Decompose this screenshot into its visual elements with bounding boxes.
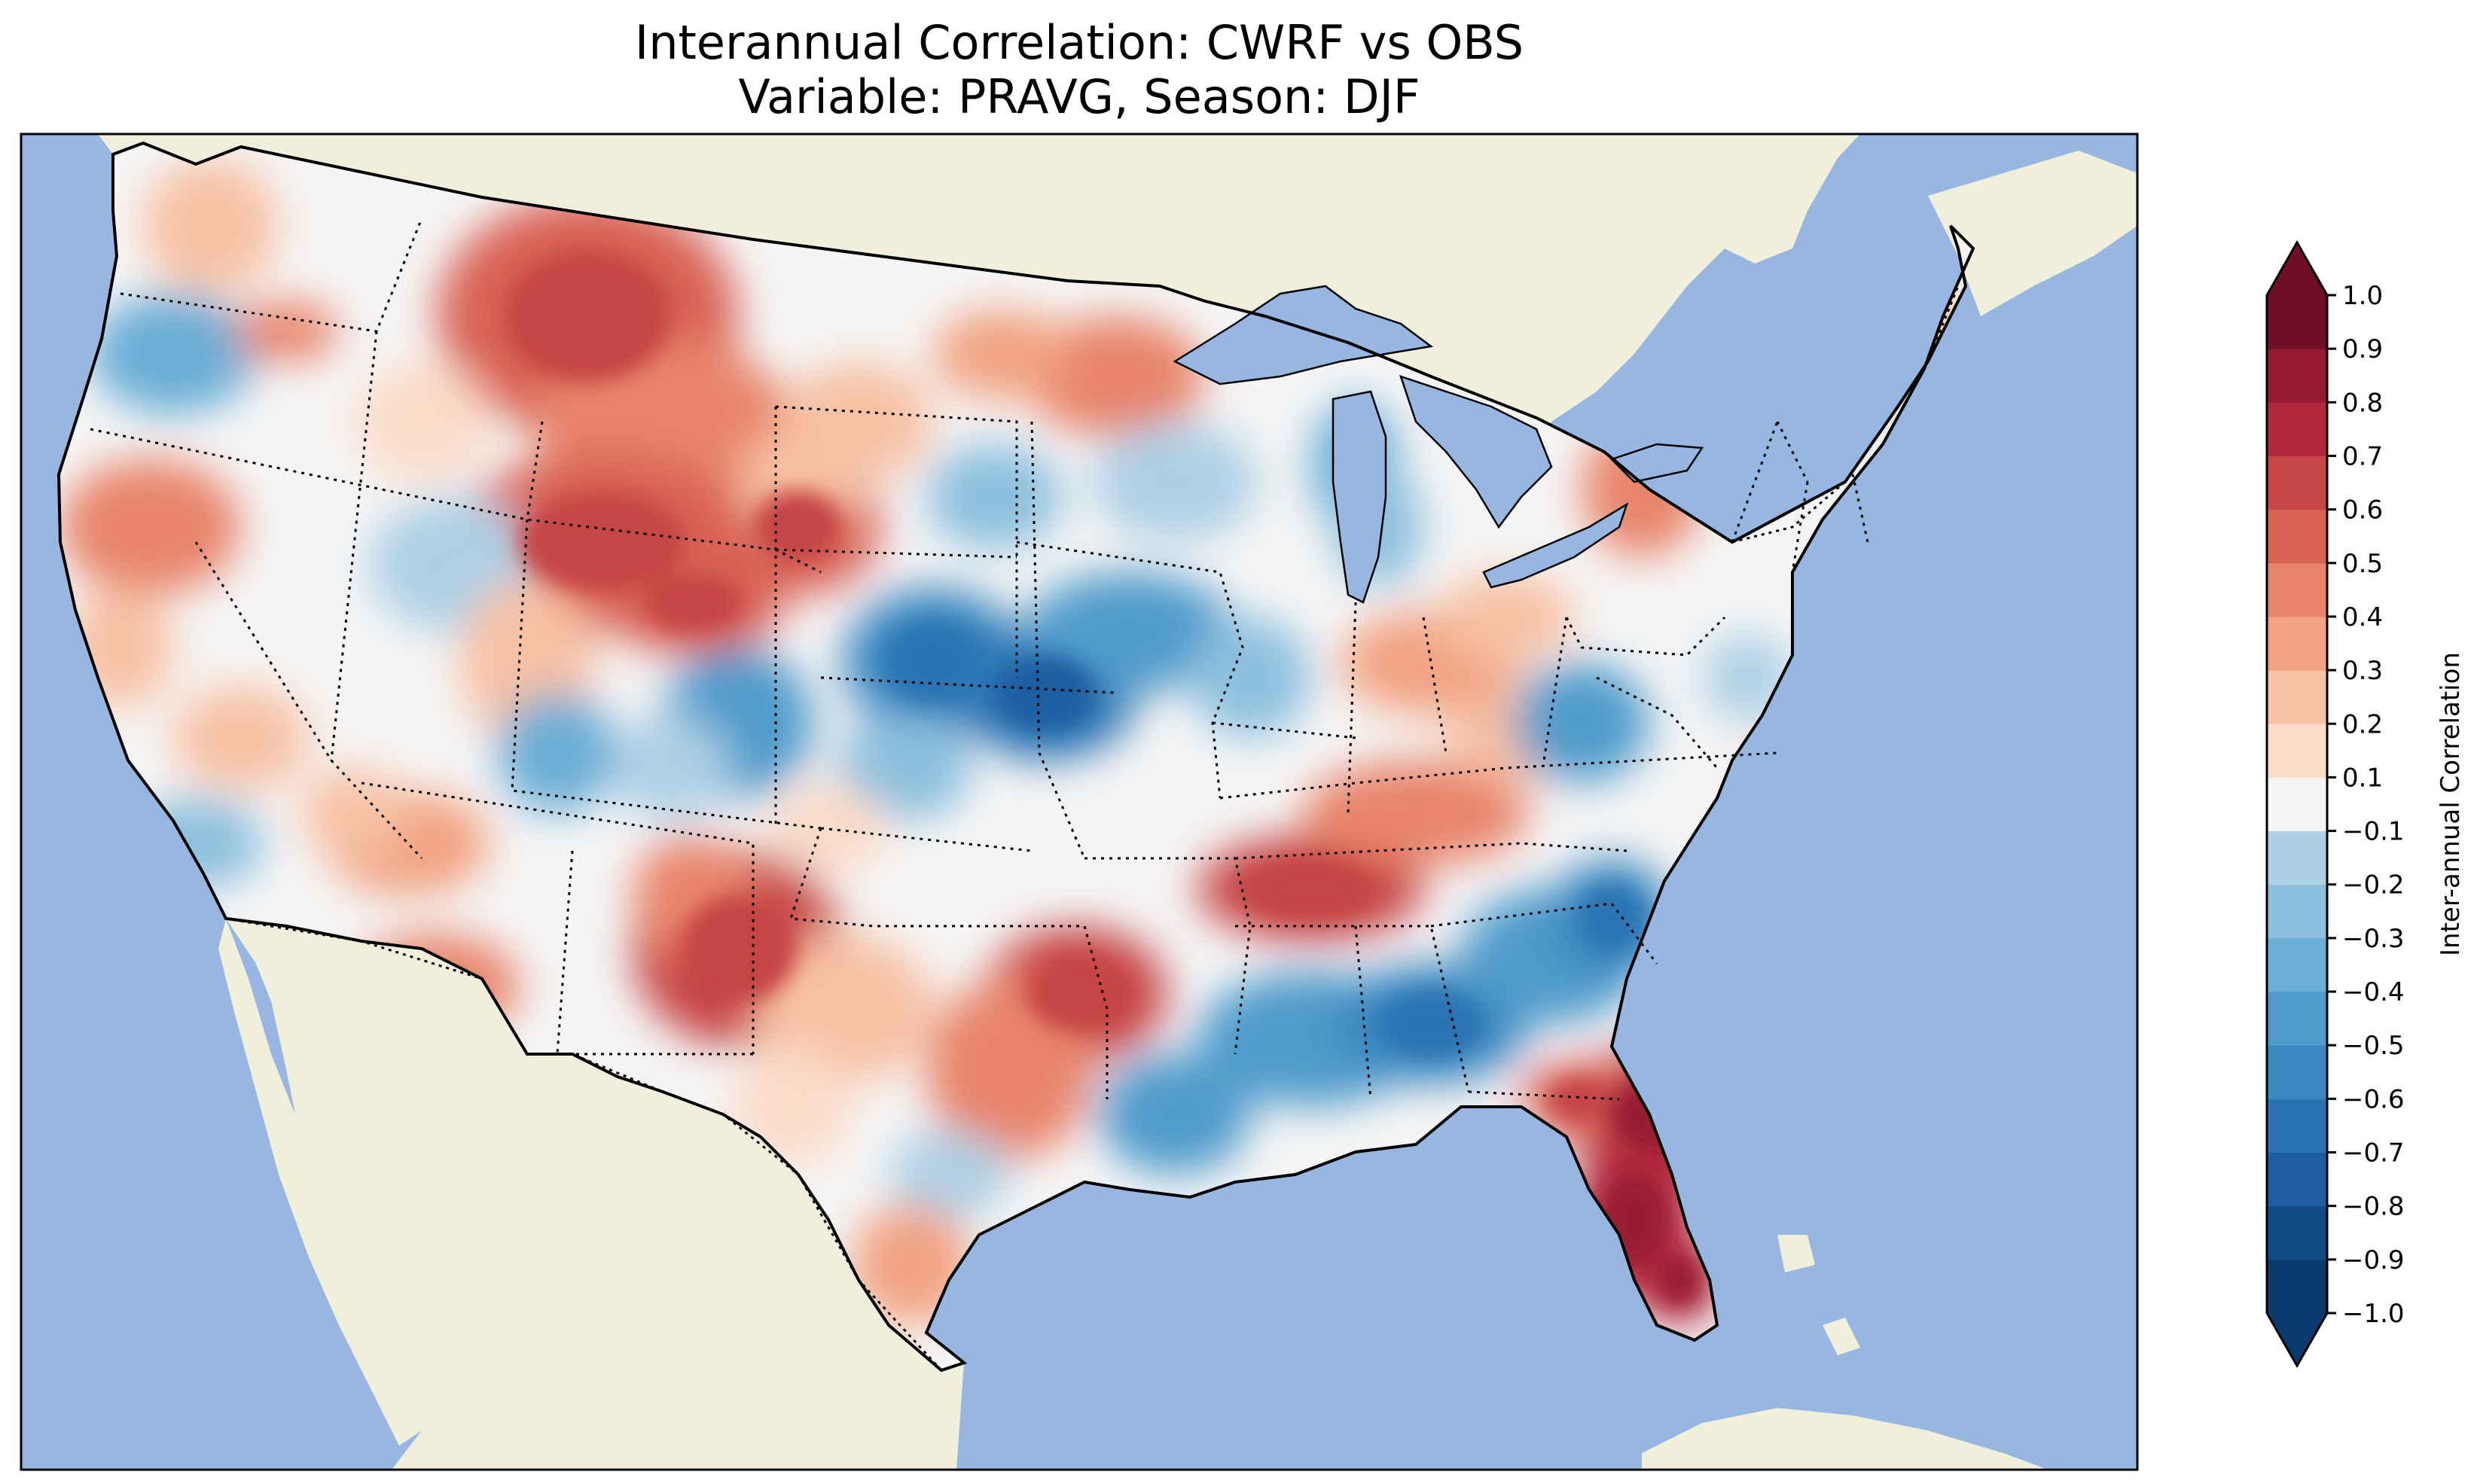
correlation-core <box>1579 885 1645 952</box>
colorbar-swatch <box>2267 349 2327 403</box>
canada-maritimes <box>1928 151 2137 316</box>
correlation-core <box>643 573 743 632</box>
correlation-blob <box>173 685 309 791</box>
correlation-blob <box>1100 1054 1250 1175</box>
correlation-core <box>680 894 796 1003</box>
colorbar-swatch <box>2267 562 2327 617</box>
correlation-blob <box>1514 663 1649 783</box>
correlation-core <box>1548 1078 1615 1120</box>
correlation-blob <box>1303 760 1529 866</box>
colorbar-swatch <box>2267 884 2327 939</box>
colorbar-swatch <box>2267 402 2327 456</box>
colorbar-tick-label: −0.5 <box>2342 1031 2405 1061</box>
correlation-blob <box>354 361 490 482</box>
correlation-blob <box>143 158 279 294</box>
lake-michigan <box>1332 390 1387 604</box>
correlation-blob <box>889 1129 1009 1220</box>
lake-superior <box>1173 285 1434 385</box>
colorbar-tick-label: 0.5 <box>2342 549 2383 579</box>
colorbar-tick-label: 0.7 <box>2342 441 2383 471</box>
chart-title-line2: Variable: PRAVG, Season: DJF <box>738 69 1420 124</box>
canada-land <box>21 134 1860 467</box>
us-mexico-border <box>225 917 943 1372</box>
correlation-blob <box>1438 572 1574 663</box>
colorbar-label: Inter-annual Correlation <box>2436 652 2466 956</box>
correlation-blob <box>768 783 889 873</box>
map-frame <box>20 133 2139 1471</box>
correlation-blob <box>1024 572 1235 693</box>
correlation-blob <box>90 294 256 414</box>
correlation-core <box>1658 1255 1701 1305</box>
colorbar-swatch <box>2267 1099 2327 1153</box>
baja-california <box>218 919 422 1446</box>
colorbar-ticks: −1.0 −0.9 −0.8 −0.7 −0.6 −0.5 −0.4 −0.3 −0.2 −0.1… <box>2327 281 2405 1329</box>
lake-huron <box>1399 375 1553 529</box>
state-borders <box>90 218 1869 1101</box>
colorbar-tick-label: −0.2 <box>2342 870 2405 900</box>
lake-erie <box>1482 502 1629 589</box>
correlation-core <box>997 655 1097 730</box>
correlation-core <box>505 250 670 382</box>
cuba <box>1642 1408 2048 1470</box>
correlation-blob <box>926 444 1062 550</box>
correlation-blob <box>836 715 972 821</box>
colorbar-tick-label: 0.3 <box>2342 656 2383 686</box>
bahamas <box>1777 1235 1860 1355</box>
correlation-blob <box>1190 617 1310 738</box>
colorbar-swatch <box>2267 295 2327 349</box>
colorbar-swatch <box>2267 777 2327 832</box>
colorbar-tick-label: 1.0 <box>2342 281 2383 311</box>
colorbar-tick-label: −1.0 <box>2342 1299 2405 1329</box>
colorbar-tick-label: 0.2 <box>2342 709 2383 739</box>
colorbar-swatch <box>2267 670 2327 724</box>
colorbar-swatch <box>2267 724 2327 778</box>
colorbar-swatches <box>2267 295 2327 1314</box>
colorbar-tick-label: 0.6 <box>2342 495 2383 526</box>
colorbar-swatch <box>2267 456 2327 510</box>
colorbar-tick-label: −0.3 <box>2342 924 2405 954</box>
colorbar-swatch <box>2267 1152 2327 1207</box>
correlation-core <box>1027 956 1127 1031</box>
colorbar-swatch <box>2267 1259 2327 1314</box>
colorbar-tick-label: −0.6 <box>2342 1084 2405 1114</box>
colorbar-swatch <box>2267 1045 2327 1099</box>
colorbar-swatch <box>2267 830 2327 885</box>
colorbar-swatch <box>2267 616 2327 671</box>
correlation-blob <box>497 693 618 813</box>
colorbar-tick-label: 0.9 <box>2342 334 2383 364</box>
correlation-blob <box>610 715 731 821</box>
chart-title-line1: Interannual Correlation: CWRF vs OBS <box>634 15 1524 70</box>
correlation-blob <box>60 459 241 595</box>
correlation-blob <box>233 301 339 361</box>
correlation-blob <box>934 309 1069 399</box>
correlation-core <box>1377 991 1485 1057</box>
correlation-core <box>1248 859 1373 918</box>
colorbar-swatch <box>2267 937 2327 992</box>
great-lakes <box>1173 285 1704 604</box>
mexico-land <box>226 919 964 1470</box>
correlation-core <box>520 492 685 592</box>
correlation-core <box>884 621 984 704</box>
colorbar-swatch <box>2267 1205 2327 1260</box>
colorbar-tick-label: −0.8 <box>2342 1192 2405 1222</box>
colorbar-tick-label: 0.4 <box>2342 602 2383 632</box>
colorbar-tick-label: −0.4 <box>2342 977 2405 1007</box>
colorbar-tick-label: 0.8 <box>2342 388 2383 418</box>
correlation-blob <box>753 934 934 1084</box>
colorbar-swatch <box>2267 509 2327 564</box>
colorbar-swatch <box>2267 992 2327 1046</box>
colorbar-tick-label: −0.9 <box>2342 1245 2405 1275</box>
colorbar-tick-label: 0.1 <box>2342 763 2383 793</box>
colorbar-extend-min <box>2267 1313 2327 1366</box>
correlation-blob <box>1024 316 1205 437</box>
lake-ontario <box>1609 443 1704 483</box>
correlation-blob <box>301 768 407 858</box>
colorbar-tick-label: −0.7 <box>2342 1138 2405 1169</box>
colorbar-tick-label: −0.1 <box>2342 817 2405 847</box>
colorbar-extend-max <box>2267 242 2327 295</box>
correlation-blob <box>1092 422 1258 542</box>
